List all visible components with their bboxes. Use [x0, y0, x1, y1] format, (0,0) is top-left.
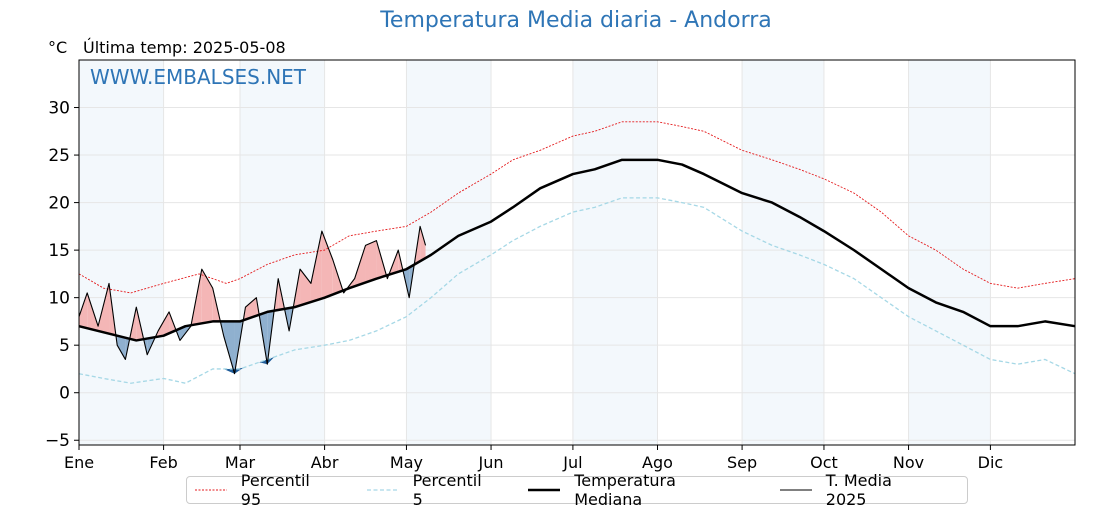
legend-swatch — [193, 485, 229, 495]
legend-label: Temperatura Mediana — [574, 471, 748, 509]
y-tick-label: 20 — [48, 194, 70, 214]
x-tick-label: Mar — [225, 453, 256, 472]
legend-item-current: T. Media 2025 — [778, 471, 937, 509]
y-tick-label: 5 — [59, 336, 70, 356]
above-median-fill — [202, 269, 213, 323]
x-tick-label: May — [390, 453, 423, 472]
x-tick-label: Nov — [893, 453, 924, 472]
y-tick-label: 10 — [48, 289, 70, 309]
x-tick-label: Oct — [810, 453, 838, 472]
legend-item-median: Temperatura Mediana — [526, 471, 748, 509]
legend-swatch — [526, 485, 562, 495]
legend-item-p95: Percentil 95 — [193, 471, 335, 509]
month-band — [742, 60, 824, 445]
below-median-fill — [224, 321, 235, 373]
x-tick-label: Jul — [562, 453, 582, 472]
y-tick-label: 15 — [48, 241, 70, 261]
month-bands — [79, 60, 990, 445]
x-tick-label: Ago — [642, 453, 673, 472]
legend-swatch — [365, 485, 401, 495]
legend-label: Percentil 5 — [413, 471, 497, 509]
x-tick-label: Sep — [727, 453, 757, 472]
y-tick-label: 0 — [59, 384, 70, 404]
x-tick-label: Ene — [64, 453, 94, 472]
watermark: WWW.EMBALSES.NET — [90, 65, 307, 89]
x-tick-label: Abr — [311, 453, 339, 472]
x-tick-label: Jun — [478, 453, 504, 472]
y-tick-label: 30 — [48, 99, 70, 119]
month-band — [573, 60, 658, 445]
month-band — [79, 60, 164, 445]
y-tick-label: −5 — [45, 431, 70, 451]
x-tick-label: Dic — [978, 453, 1004, 472]
y-tick-label: 25 — [48, 146, 70, 166]
above-median-fill — [366, 241, 377, 283]
legend-swatch — [778, 485, 814, 495]
month-band — [909, 60, 991, 445]
x-tick-label: Feb — [149, 453, 177, 472]
legend-item-p5: Percentil 5 — [365, 471, 497, 509]
legend-label: Percentil 95 — [241, 471, 335, 509]
legend-label: T. Media 2025 — [826, 471, 937, 509]
month-band — [240, 60, 325, 445]
above-median-fill — [322, 231, 333, 298]
